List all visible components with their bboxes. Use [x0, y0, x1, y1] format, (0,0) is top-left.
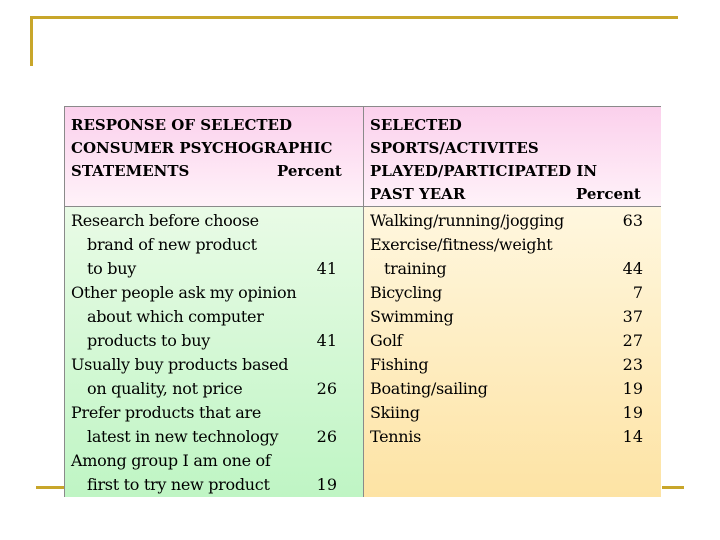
statement-percent: 26 — [316, 379, 337, 398]
right-header-line: SELECTED — [370, 116, 462, 134]
decorative-top-rule — [30, 16, 678, 19]
right-header-line: PAST YEAR — [370, 185, 466, 203]
statement-line: brand of new product — [87, 235, 257, 254]
activity-percent: 37 — [622, 307, 643, 326]
statement-line: Other people ask my opinion — [71, 283, 297, 302]
psychographic-header-cell: RESPONSE OF SELECTED CONSUMER PSYCHOGRAP… — [65, 107, 363, 207]
comparison-table: RESPONSE OF SELECTED CONSUMER PSYCHOGRAP… — [64, 106, 661, 497]
activity-line: Swimming — [370, 307, 454, 326]
decorative-left-rule — [30, 16, 33, 66]
left-header-percent: Percent — [277, 162, 342, 180]
activity-percent: 44 — [622, 259, 643, 278]
statement-line: Usually buy products based — [71, 355, 289, 374]
left-header-line: STATEMENTS — [71, 162, 190, 180]
activity-percent: 14 — [622, 427, 643, 446]
activities-header-cell: SELECTED SPORTS/ACTIVITES PLAYED/PARTICI… — [363, 107, 661, 207]
left-header-line: RESPONSE OF SELECTED — [71, 116, 293, 134]
statement-line: latest in new technology — [87, 427, 279, 446]
statement-line: on quality, not price — [87, 379, 243, 398]
right-header-line: PLAYED/PARTICIPATED IN — [370, 162, 598, 180]
statement-line: Prefer products that are — [71, 403, 262, 422]
left-header-line: CONSUMER PSYCHOGRAPHIC — [71, 139, 333, 157]
activities-cell: Walking/running/jogging 63 Exercise/fitn… — [363, 207, 661, 497]
activity-percent: 7 — [632, 283, 643, 302]
activity-percent: 27 — [622, 331, 643, 350]
right-header-line: SPORTS/ACTIVITES — [370, 139, 539, 157]
statement-line: Among group I am one of — [71, 451, 271, 470]
statement-line: Research before choose — [71, 211, 259, 230]
statement-percent: 41 — [316, 331, 337, 350]
statement-line: to buy — [87, 259, 136, 278]
activity-line: Boating/sailing — [370, 379, 488, 398]
statement-percent: 41 — [316, 259, 337, 278]
decorative-bottom-right-rule — [662, 486, 684, 489]
right-header-percent: Percent — [576, 185, 641, 203]
statement-percent: 26 — [316, 427, 337, 446]
activity-line: Skiing — [370, 403, 420, 422]
activity-line: Fishing — [370, 355, 429, 374]
activity-percent: 19 — [622, 379, 643, 398]
statement-percent: 19 — [316, 475, 337, 494]
activity-line: Walking/running/jogging — [370, 211, 564, 230]
activity-line: Bicycling — [370, 283, 442, 302]
statement-line: first to try new product — [87, 475, 270, 494]
activity-percent: 63 — [622, 211, 643, 230]
activity-line: training — [384, 259, 447, 278]
activity-line: Golf — [370, 331, 403, 350]
statement-line: products to buy — [87, 331, 210, 350]
psychographic-statements-cell: Research before choose brand of new prod… — [65, 207, 363, 497]
activity-percent: 23 — [622, 355, 643, 374]
activity-line: Tennis — [370, 427, 422, 446]
decorative-bottom-left-rule — [36, 486, 66, 489]
statement-line: about which computer — [87, 307, 264, 326]
activity-line: Exercise/fitness/weight — [370, 235, 553, 254]
activity-percent: 19 — [622, 403, 643, 422]
